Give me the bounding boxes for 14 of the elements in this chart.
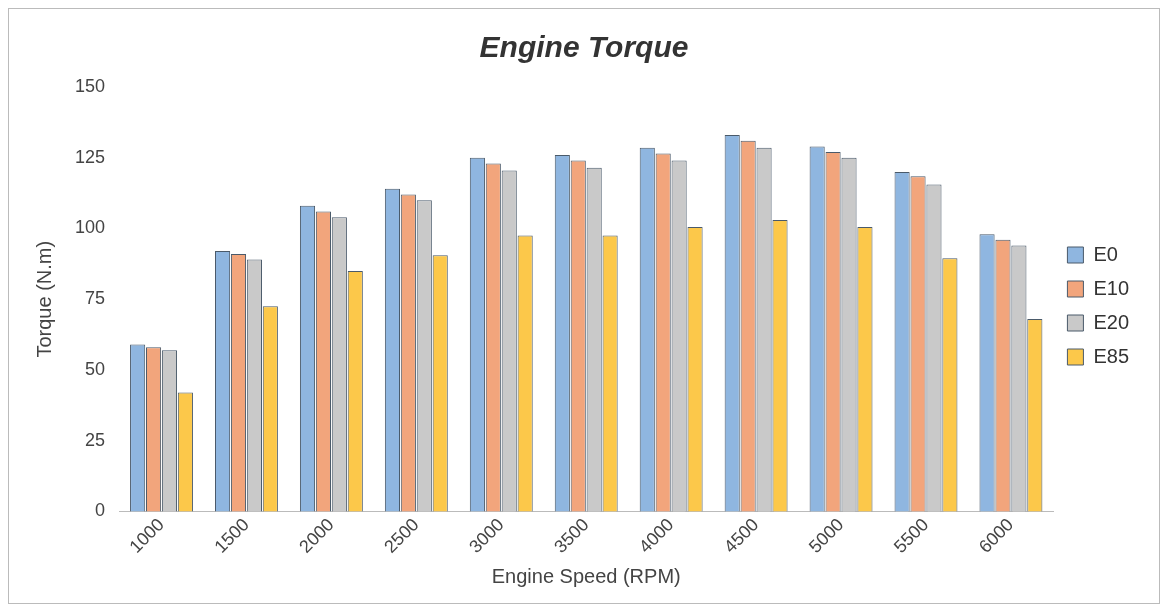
legend-label: E20 — [1093, 310, 1130, 333]
y-tick-label: 125 — [74, 146, 106, 167]
legend-label: E10 — [1093, 276, 1130, 299]
y-tick-label: 75 — [85, 288, 106, 309]
y-tick-label: 150 — [74, 75, 106, 96]
chart-title: Engine Torque — [479, 30, 689, 64]
legend-label: E85 — [1093, 344, 1130, 367]
y-tick-label: 50 — [85, 358, 106, 379]
y-axis-title: Torque (N.m) — [32, 240, 55, 358]
y-tick-label: 0 — [95, 500, 106, 521]
legend-label: E0 — [1093, 242, 1118, 265]
y-tick-label: 25 — [85, 429, 106, 450]
y-tick-label: 100 — [74, 217, 106, 238]
x-axis-title: Engine Speed (RPM) — [491, 564, 681, 587]
